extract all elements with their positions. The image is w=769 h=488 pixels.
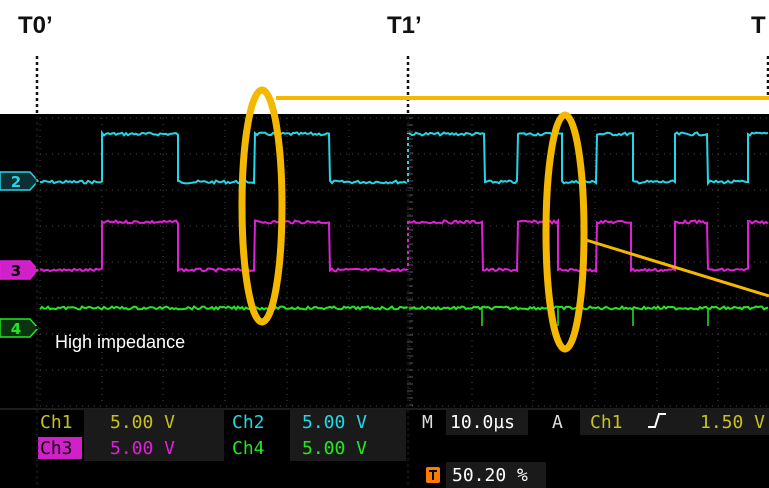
- channel-2-trace: [39, 130, 769, 187]
- channel-3-marker[interactable]: 3: [0, 260, 40, 280]
- ch3-label-highlight: [38, 437, 82, 459]
- timebase-prefix: M: [422, 412, 433, 433]
- channel-4-trace: [39, 304, 769, 311]
- ch1-scale: 5.00 V: [110, 412, 175, 433]
- waveform-display: 2 3 4 High impedance Ch1 5.: [0, 117, 769, 488]
- ch2-label[interactable]: Ch2: [232, 412, 265, 433]
- ch4-value-box: [290, 435, 406, 461]
- ch1-label[interactable]: Ch1: [40, 412, 73, 433]
- callout-leader-line-right: [585, 238, 769, 298]
- trigger-source[interactable]: Ch1: [590, 412, 623, 433]
- ch2-scale: 5.00 V: [302, 412, 367, 433]
- trigger-level[interactable]: 1.50 V: [700, 412, 765, 433]
- ch3-value-box: [84, 435, 224, 461]
- channel-4-marker-label: 4: [11, 320, 21, 338]
- trigger-position-box: [446, 462, 546, 488]
- trigger-prefix: A: [552, 412, 563, 433]
- graticule: [39, 117, 769, 407]
- rising-edge-icon: [648, 413, 666, 428]
- channel-2-marker-label: 2: [11, 173, 21, 191]
- channel-3-trace: [39, 218, 769, 274]
- time-marker-t0-label: T0’: [18, 12, 53, 39]
- channel-2-marker[interactable]: 2: [0, 171, 40, 191]
- ch2-value-box: [290, 409, 406, 435]
- highlight-ellipse-left: [238, 86, 286, 326]
- ch1-value-box: [84, 409, 224, 435]
- ch4-scale: 5.00 V: [302, 438, 367, 459]
- trigger-value-box: [580, 409, 769, 435]
- timebase-value[interactable]: 10.0µs: [450, 412, 515, 433]
- time-marker-t1-label: T1’: [387, 12, 422, 39]
- ch3-label[interactable]: Ch3: [40, 438, 73, 459]
- oscilloscope-screen: 2 3 4 High impedance Ch1 5.: [0, 114, 769, 488]
- ch3-scale: 5.00 V: [110, 438, 175, 459]
- trigger-position-icon: [426, 467, 440, 483]
- high-impedance-annotation: High impedance: [55, 332, 185, 352]
- highlight-ellipse-right: [542, 111, 588, 353]
- status-readout-panel: Ch1 5.00 V Ch2 5.00 V Ch3 5.00 V Ch4 5.0…: [0, 408, 769, 488]
- waveform-traces: [39, 130, 769, 326]
- time-marker-t2-label: T: [751, 12, 766, 39]
- ch4-label[interactable]: Ch4: [232, 438, 265, 459]
- channel-4-marker[interactable]: 4: [0, 318, 40, 338]
- trigger-position-value[interactable]: 50.20 %: [452, 465, 528, 486]
- timebase-value-box: [446, 409, 528, 435]
- channel-3-marker-label: 3: [11, 262, 21, 280]
